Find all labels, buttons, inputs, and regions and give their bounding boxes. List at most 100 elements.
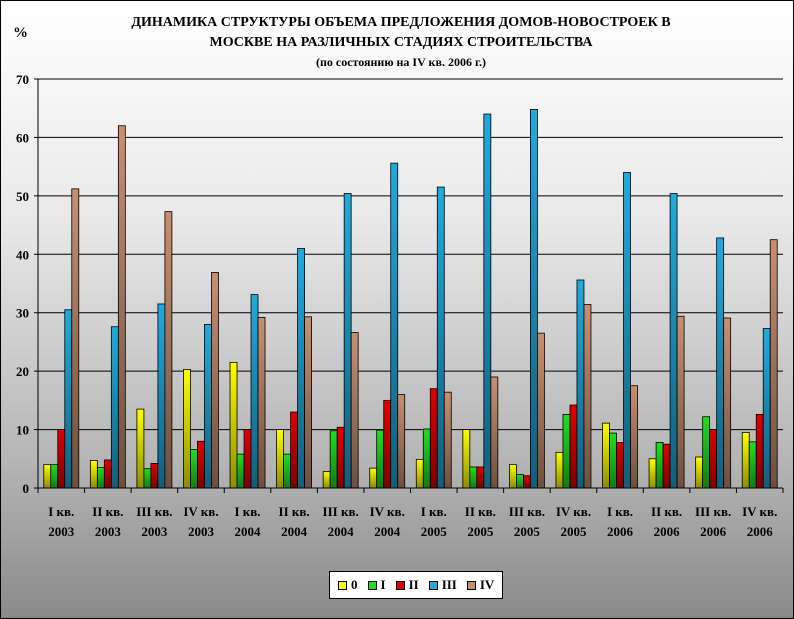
legend-item: II: [395, 577, 419, 593]
y-tick-label: 0: [23, 481, 30, 496]
x-category-label: 2006: [747, 524, 774, 539]
bar-series-III-cat-1: [110, 326, 119, 489]
bar-series-0-cat-0: [43, 464, 52, 489]
x-category-label: IV кв.: [370, 504, 405, 519]
legend-swatch: [395, 580, 405, 590]
bar-series-II-cat-10: [523, 475, 531, 489]
bar-series-II-cat-2: [150, 463, 159, 489]
bar-series-0-cat-5: [276, 429, 284, 489]
chart-title: ДИНАМИКА СТРУКТУРЫ ОБЪЕМА ПРЕДЛОЖЕНИЯ ДО…: [81, 13, 721, 72]
y-tick-label: 20: [16, 364, 29, 379]
bar-series-IV-cat-4: [257, 316, 266, 489]
bar-series-0-cat-15: [741, 432, 750, 489]
bar-series-II-cat-5: [290, 411, 298, 489]
bar-series-I-cat-3: [190, 449, 198, 489]
bar-series-I-cat-4: [236, 453, 245, 489]
legend-swatch: [466, 580, 476, 590]
bar-series-IV-cat-7: [397, 394, 406, 489]
axes: [37, 79, 784, 493]
bar-series-II-cat-8: [429, 388, 438, 489]
bar-series-IV-cat-0: [71, 188, 80, 489]
bar-series-I-cat-13: [655, 442, 664, 489]
bar-series-I-cat-0: [50, 464, 59, 489]
x-category-label: III кв.: [509, 504, 545, 519]
legend-label: 0: [351, 577, 358, 592]
bar-series-II-cat-0: [57, 429, 66, 489]
bar-series-II-cat-7: [383, 399, 392, 489]
x-category-label: II кв.: [92, 504, 123, 519]
bar-series-III-cat-11: [576, 279, 585, 489]
x-category-label: 2004: [235, 524, 262, 539]
bar-series-III-cat-8: [436, 186, 445, 489]
x-category-label: I кв.: [234, 504, 260, 519]
x-category-label: IV кв.: [742, 504, 777, 519]
bar-series-IV-cat-2: [164, 211, 173, 489]
bar-series-IV-cat-6: [350, 332, 359, 489]
bar-series-0-cat-3: [183, 368, 191, 489]
bar-series-IV-cat-9: [490, 376, 499, 489]
bar-series-III-cat-10: [530, 108, 538, 489]
bar-series-III-cat-12: [623, 172, 631, 489]
legend-item: I: [367, 577, 386, 593]
bar-series-III-cat-15: [762, 328, 771, 489]
bar-series-II-cat-13: [662, 443, 671, 489]
bar-series-0-cat-8: [415, 458, 424, 489]
bar-series-0-cat-6: [322, 471, 331, 489]
x-category-label: 2005: [467, 524, 494, 539]
x-category-label: II кв.: [465, 504, 496, 519]
bar-series-0-cat-13: [648, 458, 657, 489]
bar-series-IV-cat-14: [723, 317, 732, 489]
x-category-label: I кв.: [48, 504, 74, 519]
bar-series-0-cat-1: [89, 460, 98, 489]
y-tick-label: 70: [16, 72, 29, 87]
y-tick-label: 30: [16, 306, 29, 321]
bar-series-IV-cat-11: [583, 304, 592, 489]
bar-series-0-cat-4: [229, 361, 238, 489]
chart-title-line-2: МОСКВЕ НА РАЗЛИЧНЫХ СТАДИЯХ СТРОИТЕЛЬСТВ…: [209, 35, 593, 50]
x-category-label: 2006: [607, 524, 634, 539]
bar-series-III-cat-7: [390, 162, 399, 489]
bar-series-II-cat-12: [616, 442, 624, 489]
x-category-label: III кв.: [323, 504, 359, 519]
bar-series-I-cat-9: [469, 466, 478, 489]
x-category-label: 2003: [141, 524, 168, 539]
bar-series-I-cat-12: [609, 432, 617, 489]
bar-series-I-cat-7: [376, 429, 385, 489]
bar-series-II-cat-4: [243, 429, 252, 489]
y-tick-label: 50: [16, 189, 29, 204]
x-category-label: 2003: [188, 524, 215, 539]
bar-series-IV-cat-12: [630, 385, 638, 489]
bar-series-I-cat-1: [96, 467, 105, 489]
bar-series-IV-cat-8: [443, 391, 452, 489]
x-category-label: 2004: [328, 524, 355, 539]
x-category-label: IV кв.: [556, 504, 591, 519]
bar-series-0-cat-12: [602, 422, 610, 489]
chart-subtitle: (по состоянию на IV кв. 2006 г.): [315, 55, 487, 69]
legend-item: 0: [338, 577, 358, 593]
legend-label: I: [380, 577, 386, 592]
chart-title-line-1: ДИНАМИКА СТРУКТУРЫ ОБЪЕМА ПРЕДЛОЖЕНИЯ ДО…: [131, 15, 671, 30]
bar-series-II-cat-6: [336, 426, 345, 489]
bar-series-0-cat-14: [695, 456, 704, 489]
bar-series-I-cat-15: [748, 441, 757, 489]
bar-series-II-cat-9: [476, 466, 485, 489]
x-category-label: I кв.: [607, 504, 633, 519]
x-category-labels: I кв. 2003 II кв. 2003 III кв. 2003 IV кв. 2003…: [48, 504, 777, 539]
x-category-label: 2006: [700, 524, 727, 539]
bar-series-I-cat-5: [283, 453, 291, 489]
x-category-label: 2003: [95, 524, 122, 539]
bar-series-0-cat-11: [555, 451, 564, 489]
bar-series-I-cat-6: [329, 430, 338, 489]
bar-series-III-cat-14: [716, 237, 725, 489]
x-category-label: II кв.: [279, 504, 310, 519]
bar-series-I-cat-8: [422, 428, 431, 489]
x-category-label: 2005: [560, 524, 587, 539]
bar-series-0-cat-10: [509, 464, 517, 489]
legend-swatch: [367, 580, 377, 590]
x-category-label: 2003: [48, 524, 75, 539]
bar-series-III-cat-13: [669, 193, 678, 489]
bar-series-II-cat-1: [103, 459, 112, 489]
bar-series-III-cat-4: [250, 294, 259, 489]
